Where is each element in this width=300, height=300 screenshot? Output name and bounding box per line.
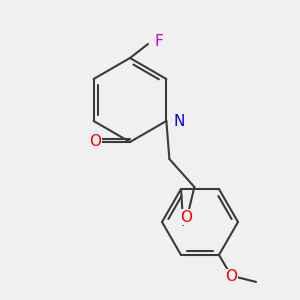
- Text: N: N: [173, 113, 185, 128]
- Text: O: O: [89, 134, 101, 149]
- Text: F: F: [155, 34, 164, 49]
- Text: O: O: [225, 269, 237, 284]
- Text: O: O: [180, 209, 192, 224]
